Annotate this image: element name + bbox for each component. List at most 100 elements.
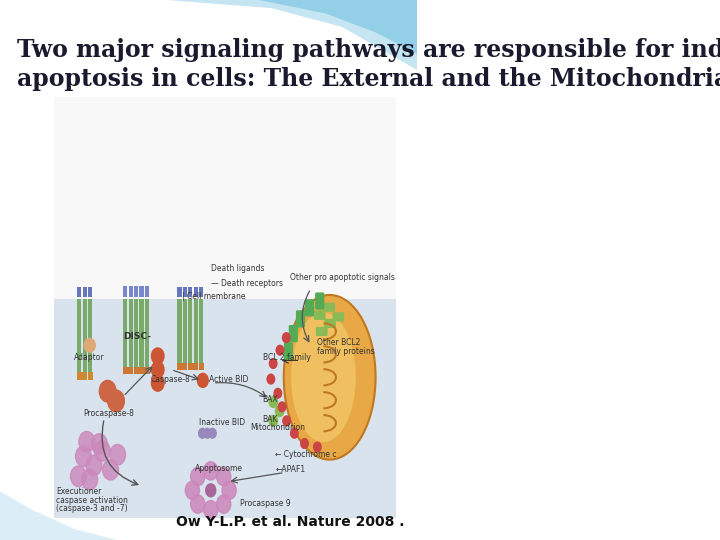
FancyBboxPatch shape: [140, 299, 143, 367]
Circle shape: [283, 416, 290, 426]
Polygon shape: [167, 0, 418, 70]
Text: BAK: BAK: [262, 415, 277, 424]
FancyBboxPatch shape: [193, 363, 198, 369]
Ellipse shape: [291, 313, 356, 442]
Circle shape: [191, 468, 205, 486]
Circle shape: [204, 462, 218, 480]
Text: ← Cytochrome c: ← Cytochrome c: [276, 450, 337, 459]
FancyBboxPatch shape: [324, 319, 336, 328]
Ellipse shape: [84, 338, 96, 353]
Text: Active BID: Active BID: [209, 375, 248, 384]
Circle shape: [151, 348, 164, 364]
FancyBboxPatch shape: [82, 372, 87, 380]
FancyBboxPatch shape: [183, 299, 187, 363]
FancyBboxPatch shape: [194, 287, 198, 297]
FancyBboxPatch shape: [54, 299, 397, 518]
Circle shape: [76, 446, 91, 467]
FancyBboxPatch shape: [134, 286, 138, 297]
Text: Ow Y-L.P. et al. Nature 2008 .: Ow Y-L.P. et al. Nature 2008 .: [176, 515, 405, 529]
Text: ←APAF1: ←APAF1: [276, 465, 305, 474]
FancyBboxPatch shape: [296, 310, 305, 328]
Text: Death ligands: Death ligands: [211, 264, 264, 273]
FancyBboxPatch shape: [284, 342, 293, 360]
Circle shape: [217, 495, 231, 513]
Text: BCL 2 family: BCL 2 family: [263, 353, 311, 362]
FancyBboxPatch shape: [123, 299, 127, 367]
Text: — Death receptors: — Death receptors: [211, 279, 283, 288]
FancyBboxPatch shape: [139, 367, 144, 374]
Circle shape: [206, 484, 216, 497]
FancyBboxPatch shape: [199, 287, 203, 297]
Circle shape: [204, 501, 218, 519]
Circle shape: [109, 444, 125, 465]
FancyBboxPatch shape: [323, 302, 335, 312]
FancyBboxPatch shape: [54, 97, 397, 299]
FancyBboxPatch shape: [183, 287, 187, 297]
FancyBboxPatch shape: [289, 325, 298, 342]
Circle shape: [291, 428, 298, 438]
FancyBboxPatch shape: [140, 286, 143, 297]
Circle shape: [217, 468, 231, 486]
Circle shape: [314, 442, 321, 452]
Text: caspase activation: caspase activation: [56, 496, 128, 504]
Circle shape: [79, 431, 95, 452]
Circle shape: [204, 428, 211, 438]
Circle shape: [269, 359, 277, 368]
Text: | Cell membrane: | Cell membrane: [181, 292, 245, 301]
FancyBboxPatch shape: [177, 287, 181, 297]
Polygon shape: [258, 0, 418, 54]
Circle shape: [209, 428, 216, 438]
Text: Procaspase 9: Procaspase 9: [240, 499, 291, 508]
FancyBboxPatch shape: [199, 299, 203, 363]
Text: BAX: BAX: [262, 395, 278, 404]
Circle shape: [276, 346, 284, 355]
Circle shape: [199, 428, 206, 438]
Circle shape: [282, 333, 290, 342]
FancyBboxPatch shape: [188, 299, 192, 363]
Circle shape: [71, 466, 86, 487]
FancyBboxPatch shape: [314, 310, 325, 320]
Circle shape: [151, 375, 164, 391]
FancyBboxPatch shape: [128, 367, 133, 374]
Text: Caspase-8: Caspase-8: [150, 375, 190, 384]
Circle shape: [274, 388, 282, 398]
Polygon shape: [0, 491, 117, 540]
Circle shape: [191, 495, 205, 513]
Text: family proteins: family proteins: [317, 347, 375, 356]
FancyBboxPatch shape: [83, 299, 87, 372]
FancyBboxPatch shape: [88, 372, 93, 380]
FancyBboxPatch shape: [88, 299, 92, 372]
Circle shape: [108, 390, 125, 411]
FancyBboxPatch shape: [134, 299, 138, 367]
Circle shape: [86, 455, 102, 476]
Circle shape: [94, 441, 110, 461]
FancyBboxPatch shape: [129, 286, 132, 297]
Text: Other pro apoptotic signals: Other pro apoptotic signals: [290, 273, 395, 282]
Circle shape: [276, 406, 284, 416]
Circle shape: [99, 380, 116, 402]
FancyBboxPatch shape: [188, 363, 193, 369]
Text: Apoptosome: Apoptosome: [195, 464, 243, 473]
FancyBboxPatch shape: [305, 299, 314, 316]
FancyBboxPatch shape: [333, 312, 344, 321]
FancyBboxPatch shape: [177, 363, 182, 369]
Text: Two major signaling pathways are responsible for induction of
apoptosis in cells: Two major signaling pathways are respons…: [17, 38, 720, 91]
FancyBboxPatch shape: [177, 299, 181, 363]
Circle shape: [279, 402, 286, 411]
FancyBboxPatch shape: [77, 299, 81, 372]
Circle shape: [197, 373, 208, 387]
Circle shape: [269, 396, 277, 407]
FancyBboxPatch shape: [199, 363, 204, 369]
Circle shape: [267, 374, 274, 384]
Circle shape: [222, 481, 236, 500]
FancyBboxPatch shape: [145, 367, 149, 374]
Circle shape: [269, 415, 277, 426]
FancyBboxPatch shape: [316, 327, 328, 336]
FancyBboxPatch shape: [188, 287, 192, 297]
Ellipse shape: [284, 295, 376, 460]
FancyBboxPatch shape: [145, 286, 149, 297]
FancyBboxPatch shape: [145, 299, 149, 367]
FancyBboxPatch shape: [83, 287, 87, 297]
Text: Executioner: Executioner: [56, 487, 102, 496]
FancyBboxPatch shape: [54, 97, 397, 518]
